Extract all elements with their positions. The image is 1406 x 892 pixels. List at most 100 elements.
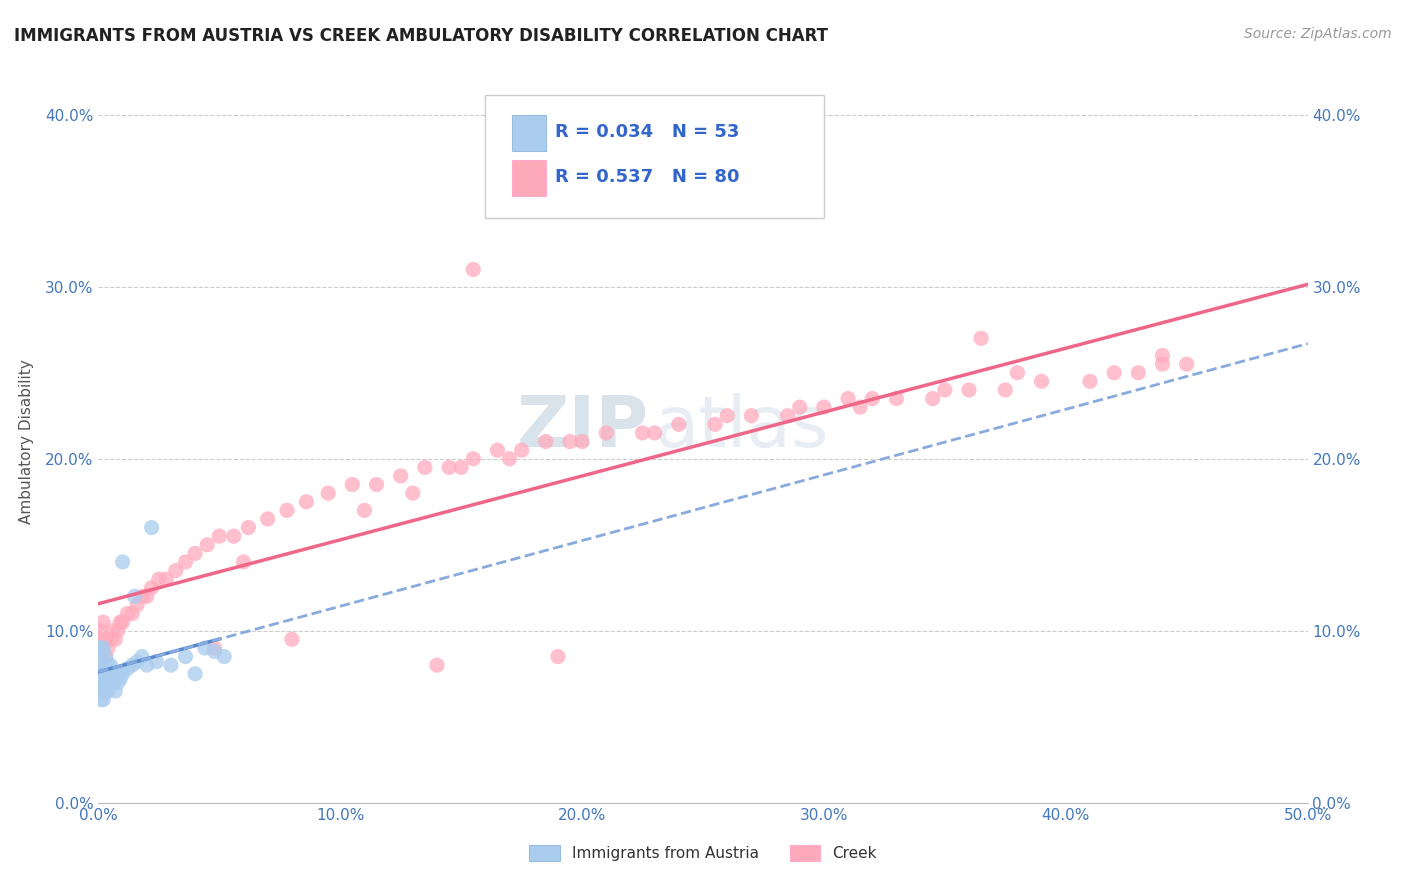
Point: [704, 417, 727, 432]
Point: [141, 520, 163, 534]
Text: R = 0.537   N = 80: R = 0.537 N = 80: [555, 168, 740, 186]
Point: [994, 383, 1017, 397]
Point: [135, 590, 157, 604]
Point: [921, 392, 943, 406]
Point: [644, 425, 666, 440]
Point: [97, 658, 120, 673]
Point: [107, 624, 129, 638]
Point: [295, 494, 318, 508]
Point: [238, 520, 260, 534]
Text: atlas: atlas: [655, 392, 830, 461]
Point: [111, 615, 134, 630]
Point: [1031, 375, 1053, 389]
Point: [155, 572, 177, 586]
Point: [1102, 366, 1125, 380]
Point: [145, 655, 167, 669]
Point: [94, 684, 117, 698]
Point: [849, 400, 872, 414]
Point: [208, 529, 231, 543]
Point: [789, 400, 811, 414]
Point: [204, 644, 226, 658]
Point: [1128, 366, 1150, 380]
Point: [402, 486, 425, 500]
Point: [101, 675, 124, 690]
Point: [934, 383, 956, 397]
Point: [281, 632, 304, 647]
FancyBboxPatch shape: [485, 95, 824, 218]
Point: [222, 529, 245, 543]
Point: [204, 640, 226, 655]
Point: [342, 477, 364, 491]
Point: [353, 503, 375, 517]
Point: [100, 675, 122, 690]
Point: [413, 460, 436, 475]
Point: [87, 640, 110, 655]
Point: [127, 598, 149, 612]
Point: [90, 649, 112, 664]
Point: [97, 640, 120, 655]
Point: [463, 262, 485, 277]
Point: [510, 443, 533, 458]
Point: [486, 443, 509, 458]
Point: [87, 658, 110, 673]
Text: ZIP: ZIP: [516, 392, 648, 461]
Point: [135, 658, 157, 673]
Point: [104, 632, 127, 647]
Text: Source: ZipAtlas.com: Source: ZipAtlas.com: [1244, 27, 1392, 41]
Point: [174, 649, 197, 664]
Point: [957, 383, 980, 397]
Point: [117, 662, 139, 676]
Point: [813, 400, 835, 414]
Legend: Immigrants from Austria, Creek: Immigrants from Austria, Creek: [523, 839, 883, 867]
Point: [1175, 357, 1198, 371]
Point: [860, 392, 883, 406]
Point: [1152, 357, 1174, 371]
Point: [547, 649, 569, 664]
Point: [108, 615, 131, 630]
Point: [111, 555, 134, 569]
Point: [631, 425, 654, 440]
Point: [595, 425, 617, 440]
Point: [94, 632, 117, 647]
Point: [127, 655, 149, 669]
Point: [1078, 375, 1101, 389]
Point: [195, 538, 218, 552]
Point: [668, 417, 690, 432]
Point: [91, 640, 114, 655]
Point: [194, 640, 217, 655]
Point: [97, 666, 120, 681]
Point: [97, 684, 120, 698]
Point: [91, 692, 114, 706]
Point: [131, 649, 153, 664]
Text: R = 0.034   N = 53: R = 0.034 N = 53: [555, 123, 740, 141]
Point: [94, 649, 117, 664]
Bar: [512, 160, 546, 196]
Point: [1152, 349, 1174, 363]
Point: [90, 675, 112, 690]
Point: [100, 632, 122, 647]
Point: [94, 649, 117, 664]
Point: [91, 658, 114, 673]
Point: [316, 486, 339, 500]
Point: [366, 477, 388, 491]
Point: [90, 666, 112, 681]
Point: [256, 512, 278, 526]
Text: IMMIGRANTS FROM AUSTRIA VS CREEK AMBULATORY DISABILITY CORRELATION CHART: IMMIGRANTS FROM AUSTRIA VS CREEK AMBULAT…: [14, 27, 828, 45]
Point: [101, 666, 124, 681]
Point: [534, 434, 557, 449]
Point: [87, 684, 110, 698]
Y-axis label: Ambulatory Disability: Ambulatory Disability: [18, 359, 34, 524]
Point: [91, 640, 114, 655]
Point: [107, 675, 129, 690]
Point: [276, 503, 298, 517]
Point: [141, 581, 163, 595]
Point: [100, 658, 122, 673]
Point: [776, 409, 799, 423]
Point: [111, 666, 134, 681]
Point: [91, 615, 114, 630]
Point: [91, 666, 114, 681]
Point: [121, 658, 143, 673]
Point: [87, 658, 110, 673]
Point: [87, 675, 110, 690]
Point: [131, 590, 153, 604]
